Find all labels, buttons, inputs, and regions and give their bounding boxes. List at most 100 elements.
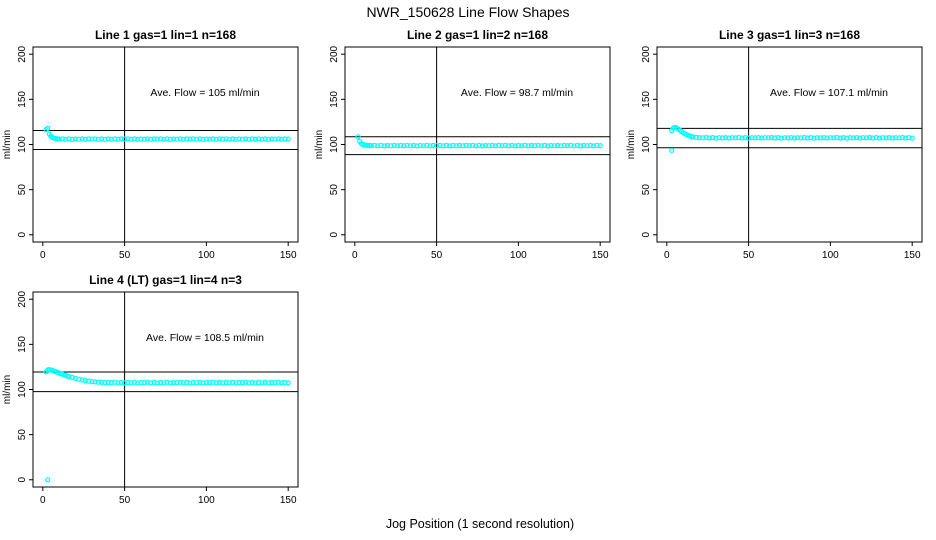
data-point [499,143,505,149]
data-point [785,135,791,141]
data-point [778,135,784,141]
data-point [424,142,430,148]
data-point [239,380,245,386]
data-point [696,135,703,141]
data-point [883,135,889,141]
data-point [89,379,95,385]
data-point [282,379,288,385]
data-point [378,142,384,148]
data-point [236,379,242,386]
data-point [876,135,883,141]
data-point [141,136,147,142]
data-point [381,143,387,149]
data-point [220,136,226,142]
data-point [834,134,840,141]
data-point [522,142,528,148]
data-point [115,136,121,142]
data-points [43,125,291,142]
y-tick-label: 0 [641,232,652,238]
data-point [414,143,420,149]
data-point [847,135,853,141]
data-point [118,379,124,385]
data-point [125,136,131,142]
data-point [880,135,886,141]
data-point [180,380,187,386]
data-point [63,136,69,142]
data-point [151,379,157,385]
data-point [223,379,229,386]
data-point [200,380,206,386]
data-point [121,380,128,386]
data-point [56,136,62,142]
data-point [577,143,584,149]
data-point [700,135,706,141]
data-point [95,379,102,385]
data-point [154,136,160,142]
data-point [213,380,219,386]
data-point [893,135,899,141]
data-points [669,124,915,153]
data-point [759,135,765,141]
data-point [141,380,147,386]
data-point [437,142,443,148]
data-point [82,136,88,142]
data-point [831,135,837,141]
data-point [72,136,79,142]
data-point [249,379,255,385]
data-point [112,136,118,142]
data-point [272,380,278,386]
data-point [233,380,239,386]
y-tick-label: 150 [329,91,340,108]
data-point [420,143,427,149]
data-point [443,142,449,148]
subplots-group: Line 1 gas=1 lin=1 n=168 0 50 100 150 0 50 100 1… [2,28,923,506]
data-point [739,135,745,141]
data-point [532,143,538,149]
y-tick-label: 0 [17,477,28,483]
data-point [216,136,223,142]
data-point [187,380,193,386]
data-point [226,136,232,142]
data-point [548,142,554,149]
x-tick-label: 0 [40,250,46,261]
data-point [850,135,856,141]
y-tick-label: 50 [17,184,28,196]
y-tick-label: 200 [17,290,28,307]
data-point [525,143,531,149]
data-point [174,136,180,142]
data-point [844,135,850,141]
data-point [184,136,190,142]
data-point [167,136,173,142]
subplot-1: Line 1 gas=1 lin=1 n=168 0 50 100 150 0 50 100 1… [2,28,299,261]
data-point [745,135,752,141]
data-point [752,135,758,141]
data-point [489,142,495,148]
data-point [249,136,255,142]
data-point [99,379,105,385]
data-point [453,143,459,149]
plot-box [32,291,299,488]
y-tick-label: 0 [329,232,340,238]
data-point [827,135,834,141]
ave-flow-annotation: Ave. Flow = 108.5 ml/min [146,332,264,344]
data-point [180,136,187,142]
data-point [824,135,830,141]
y-tick-label: 100 [641,136,652,153]
data-point [496,142,502,148]
data-point [587,142,594,148]
data-point [411,142,417,148]
data-point [706,135,712,141]
data-point [92,379,98,385]
data-point [220,380,226,386]
data-point [716,135,722,141]
data-point [210,136,216,142]
data-point [545,143,551,149]
data-point [899,134,906,141]
data-point [515,142,522,149]
data-point [279,380,285,386]
y-tick-label: 100 [17,381,28,398]
data-point [125,379,131,386]
data-point [860,135,866,141]
data-point [867,134,873,141]
data-point [85,136,92,142]
